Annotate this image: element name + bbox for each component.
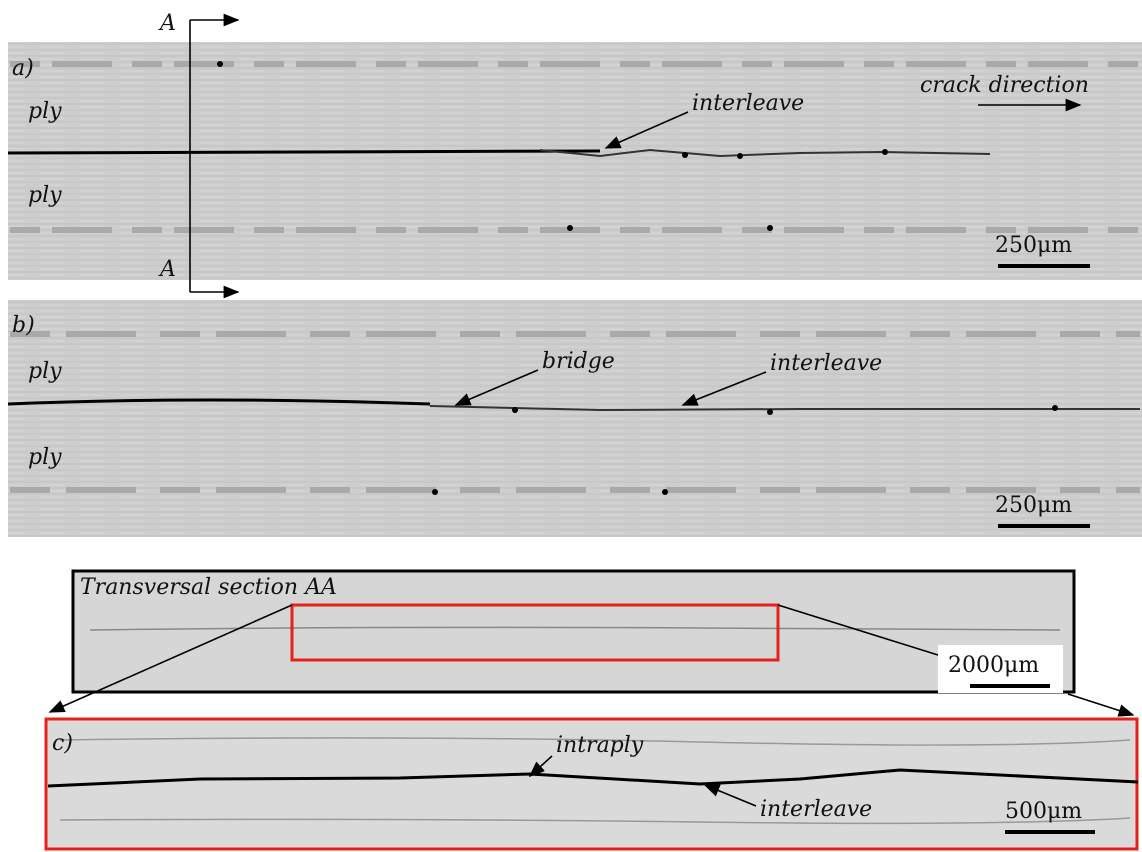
ply-label: ply (28, 445, 62, 470)
ply-label: ply (28, 99, 62, 124)
arrow (1068, 694, 1133, 715)
scale-bar-label: 500μm (1005, 799, 1082, 824)
annotation: crack direction (920, 73, 1089, 98)
scale-bar-label: 250μm (995, 233, 1072, 258)
panel-label: c) (52, 731, 73, 756)
section-panel: Transversal section AA 2000μm (50, 571, 1133, 715)
crack (8, 151, 600, 153)
panel-c: c) intraply interleave 500μm (46, 719, 1138, 849)
scale-bar-label: 2000μm (948, 653, 1039, 678)
annotation: intraply (556, 733, 644, 758)
panel-label: a) (12, 56, 34, 81)
panel-a: a) ply ply interleave crack direction 25… (8, 42, 1142, 280)
section-label: A (158, 257, 176, 282)
scale-bar-label: 250μm (995, 493, 1072, 518)
annotation: interleave (760, 797, 872, 822)
section-title: Transversal section AA (80, 575, 337, 600)
section-label: A (158, 11, 176, 36)
ply-label: ply (28, 359, 62, 384)
panel-b: b) ply ply bridge interleave 250μm (8, 300, 1142, 537)
annotation: interleave (692, 91, 804, 116)
annotation: interleave (770, 351, 882, 376)
ply-label: ply (28, 183, 62, 208)
annotation: bridge (542, 349, 615, 374)
figure: a) ply ply interleave crack direction 25… (0, 0, 1142, 852)
panel-label: b) (12, 313, 35, 338)
